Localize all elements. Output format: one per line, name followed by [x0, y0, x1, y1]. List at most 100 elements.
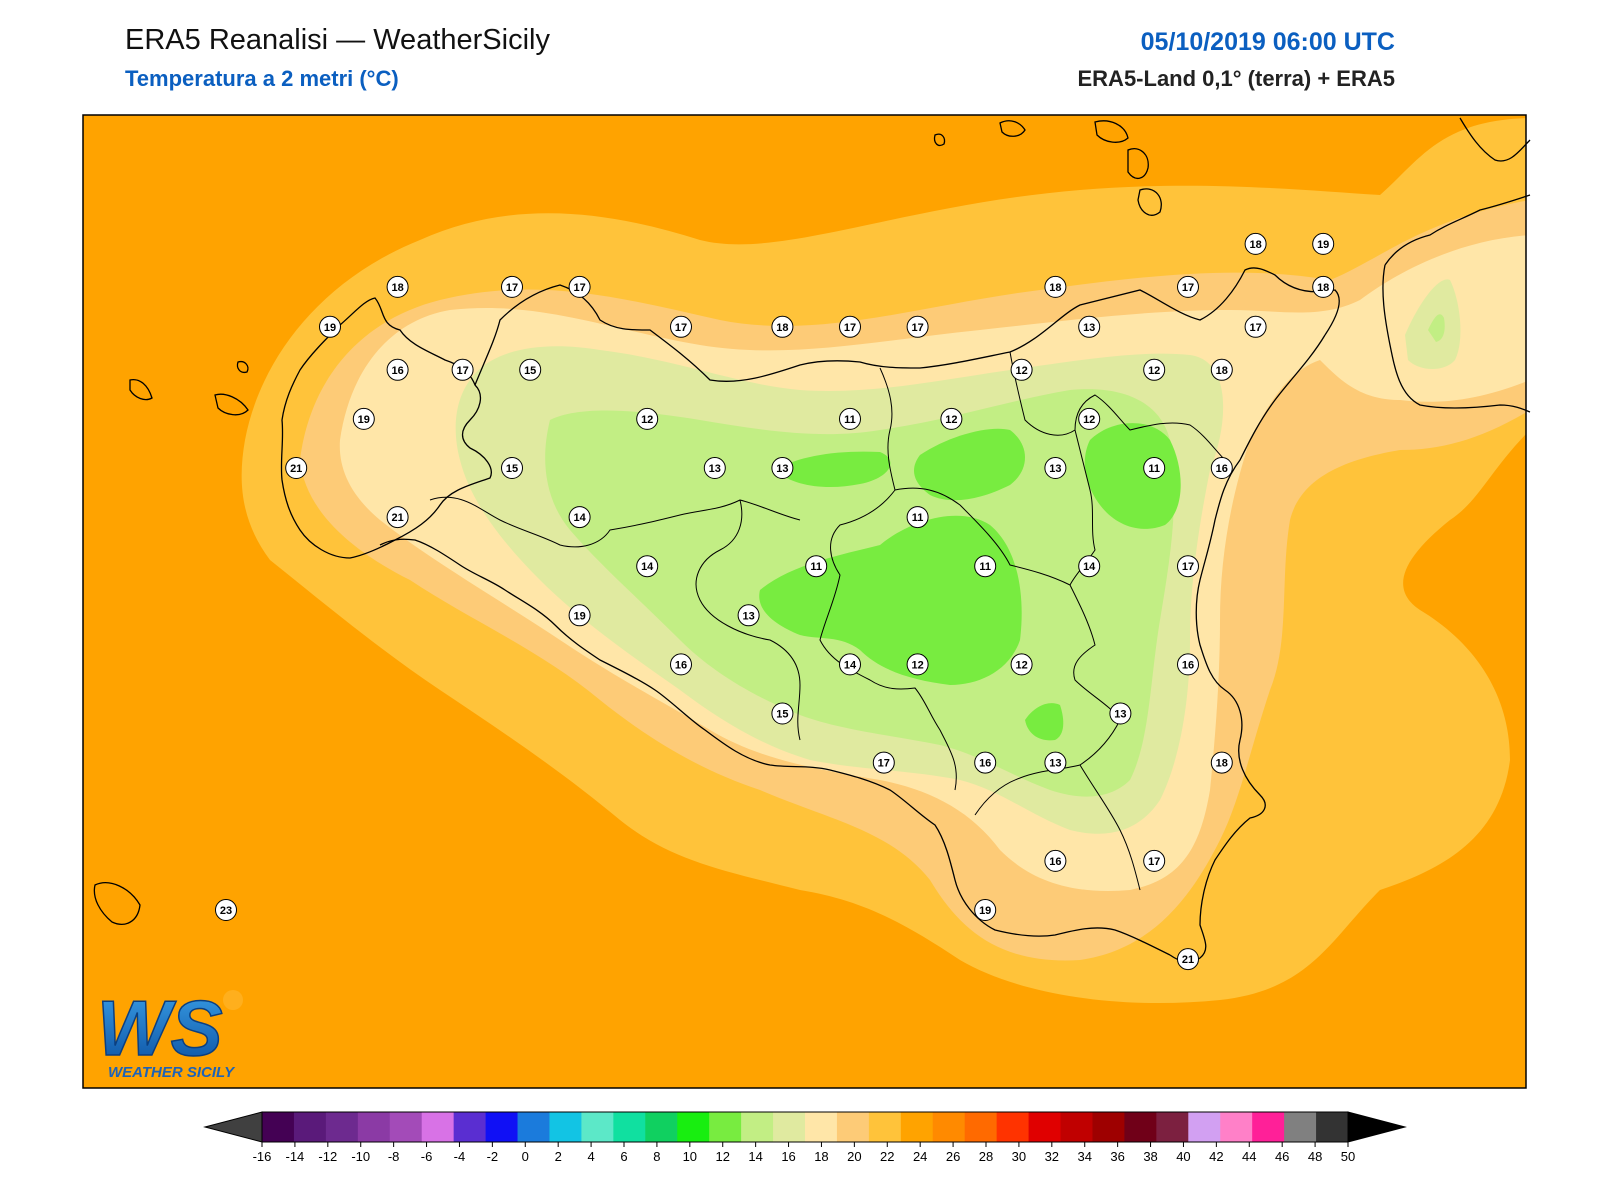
station-circle: [636, 555, 659, 578]
station-circle: [636, 407, 659, 430]
station-marker: 17: [1244, 315, 1267, 338]
colorbar-tick-label: 34: [1077, 1149, 1091, 1164]
station-circle: [1044, 849, 1067, 872]
station-value: 13: [776, 463, 788, 475]
station-circle: [1044, 751, 1067, 774]
aeolian-island-2: [1094, 120, 1129, 143]
map-subtitle: Temperatura a 2 metri (°C): [125, 66, 399, 91]
station-circle: [737, 604, 760, 627]
station-marker: 17: [670, 315, 692, 338]
colorbar-cell: [1124, 1112, 1157, 1142]
station-value: 14: [641, 561, 654, 573]
station-marker: 13: [771, 457, 794, 479]
station-value: 21: [290, 463, 302, 475]
station-circle: [1177, 653, 1199, 676]
station-markers: 18 17 17 19 16 17 15 19 21 21 17 18 17 17 18 17 18 19 18 13…: [215, 232, 1335, 971]
station-circle: [519, 358, 542, 381]
valid-datetime: 05/10/2019 06:00 UTC: [1140, 28, 1395, 56]
station-circle: [703, 457, 726, 479]
station-marker: 13: [703, 457, 726, 479]
station-value: 14: [844, 659, 857, 671]
station-marker: 19: [1312, 232, 1335, 255]
station-marker: 13: [1044, 457, 1067, 479]
station-circle: [1143, 457, 1166, 479]
station-value: 11: [979, 561, 991, 573]
station-circle: [319, 315, 341, 338]
colorbar-tick-label: -14: [286, 1149, 305, 1164]
colorbar-cell: [1284, 1112, 1317, 1142]
egadi-island-2: [214, 393, 249, 416]
station-value: 16: [1049, 856, 1061, 868]
station-marker: 12: [1010, 358, 1033, 381]
logo-text: WEATHER SICILY: [108, 1064, 236, 1081]
station-circle: [1078, 555, 1101, 578]
station-value: 18: [391, 282, 403, 294]
station-marker: 17: [1177, 275, 1199, 298]
station-marker: 21: [1177, 948, 1199, 971]
station-circle: [285, 457, 308, 479]
internal-border-7: [1079, 764, 1141, 891]
station-marker: 15: [519, 358, 542, 381]
colorbar-tick-label: 26: [946, 1149, 960, 1164]
calabria-coast-2: [1382, 264, 1531, 413]
station-circle: [568, 506, 591, 529]
aeolian-island-4: [1137, 188, 1162, 216]
colorbar-cell: [805, 1112, 838, 1142]
station-circle: [839, 315, 861, 338]
station-circle: [1078, 407, 1101, 430]
weathersicily-logo: WS WEATHER SICILY: [96, 983, 243, 1081]
station-circle: [771, 315, 794, 338]
station-marker: 13: [1078, 315, 1101, 338]
station-value: 21: [1182, 954, 1194, 966]
station-marker: 18: [1210, 358, 1233, 381]
colorbar-tick-label: 30: [1012, 1149, 1026, 1164]
colorbar-tick-label: 2: [555, 1149, 562, 1164]
station-value: 15: [506, 463, 518, 475]
colorbar-cell: [1316, 1112, 1349, 1142]
calabria-north: [1459, 117, 1531, 162]
pantelleria: [93, 882, 141, 925]
colorbar-tick-label: 20: [847, 1149, 861, 1164]
station-value: 18: [1216, 758, 1228, 770]
colorbar-cell: [1156, 1112, 1189, 1142]
colorbar-over-arrow: [1347, 1111, 1407, 1143]
station-value: 13: [1114, 709, 1126, 721]
station-circle: [805, 555, 828, 578]
station-value: 17: [1148, 856, 1160, 868]
map-title: ERA5 Reanalisi — WeatherSicily: [125, 24, 550, 56]
colorbar-cell: [996, 1112, 1030, 1142]
colorbar-tick-label: 42: [1209, 1149, 1223, 1164]
colorbar-tick-label: 8: [653, 1149, 660, 1164]
station-circle: [670, 653, 692, 676]
station-marker: 23: [215, 899, 237, 921]
sun-icon: [223, 990, 243, 1010]
station-marker: 17: [1177, 555, 1199, 578]
aeolian-island-3: [1127, 148, 1149, 179]
colorbar-tick-label: 6: [620, 1149, 627, 1164]
station-value: 11: [810, 561, 822, 573]
colorbar-tick-label: -12: [318, 1149, 337, 1164]
band-12-14-ne: [1428, 314, 1445, 342]
internal-border-3: [695, 499, 801, 741]
station-marker: 18: [1244, 232, 1267, 255]
station-value: 11: [912, 512, 924, 524]
station-circle: [1078, 315, 1101, 338]
station-value: 13: [1083, 322, 1095, 334]
station-circle: [1312, 275, 1335, 298]
colorbar-tick-label: 36: [1110, 1149, 1124, 1164]
colorbar-cell: [1092, 1112, 1125, 1142]
station-value: 15: [524, 365, 536, 377]
station-value: 12: [1015, 659, 1027, 671]
station-circle: [1177, 555, 1199, 578]
station-value: 13: [742, 610, 754, 622]
station-marker: 11: [839, 407, 861, 430]
colorbar-tick-label: 28: [979, 1149, 993, 1164]
colorbar-cell: [709, 1112, 742, 1142]
station-circle: [1109, 702, 1132, 725]
colorbar-cell: [1188, 1112, 1221, 1142]
station-value: 18: [1249, 239, 1261, 251]
station-circle: [670, 315, 692, 338]
station-circle: [1010, 653, 1033, 676]
calabria-coast: [1384, 194, 1531, 266]
station-value: 21: [391, 512, 403, 524]
